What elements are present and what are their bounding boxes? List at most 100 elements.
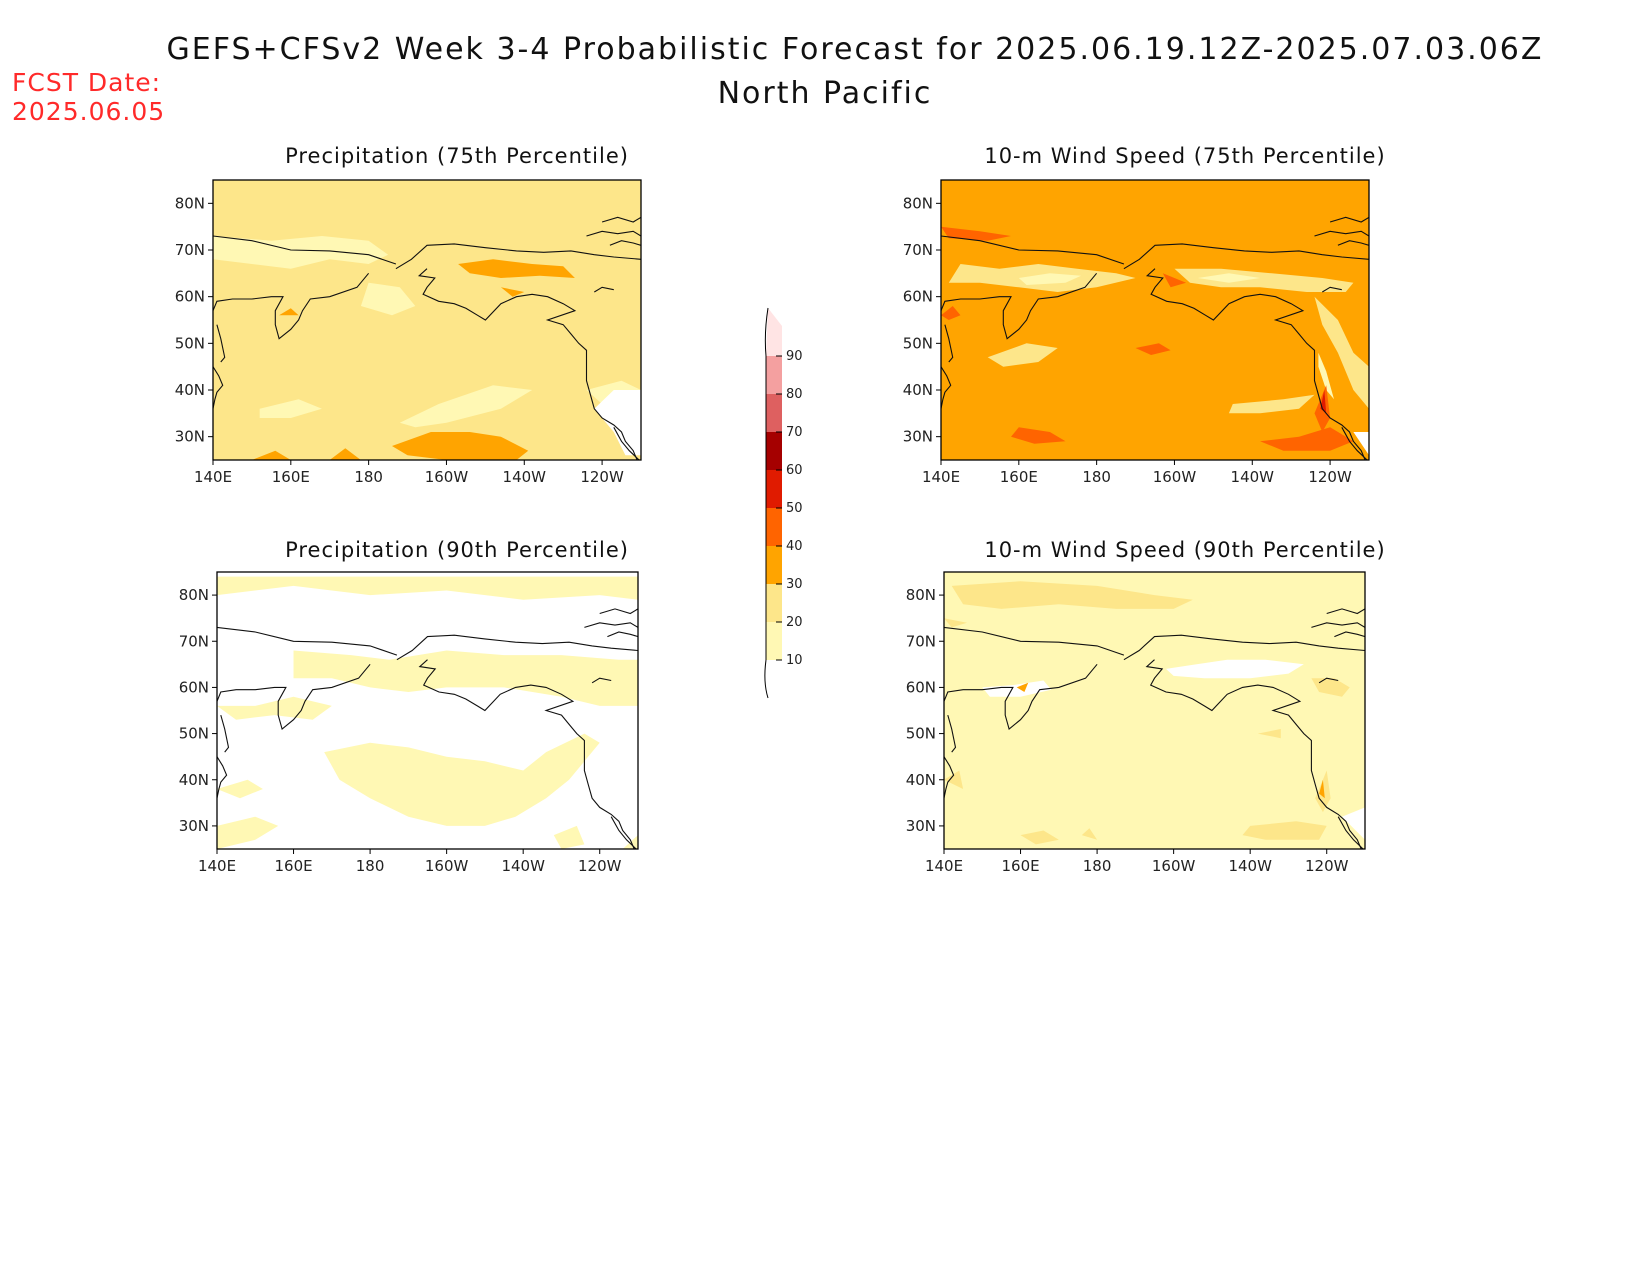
lat-tick-label: 30N — [906, 817, 936, 835]
lat-tick-label: 50N — [175, 334, 205, 352]
coastline — [1326, 608, 1365, 615]
field-shading — [217, 572, 638, 849]
probability-contour — [1197, 273, 1261, 283]
colorbar-label: 40 — [786, 539, 803, 554]
coastline — [418, 659, 635, 849]
coastline — [1314, 230, 1369, 237]
lon-tick-label: 160W — [1153, 468, 1197, 486]
map-frame — [940, 179, 1370, 461]
lon-tick-label: 160E — [1001, 857, 1039, 875]
coastline — [613, 427, 640, 460]
lon-tick-label: 160E — [272, 468, 310, 486]
field-shading — [213, 180, 641, 460]
colorbar-swatch — [766, 394, 782, 432]
probability-contour — [217, 816, 279, 849]
fcst-date-block: FCST Date: 2025.06.05 — [12, 68, 165, 126]
panel-title-precip75: Precipitation (75th Percentile) — [285, 144, 629, 168]
probability-contour — [500, 287, 525, 297]
coastline — [947, 714, 957, 753]
colorbar-swatch — [766, 546, 782, 584]
coastline — [586, 230, 641, 237]
probability-contour — [951, 581, 1193, 609]
probability-contour — [594, 390, 641, 456]
probability-contour — [217, 779, 263, 799]
lat-tick-label: 40N — [179, 771, 209, 789]
coastline — [1123, 243, 1369, 270]
coastline — [217, 663, 371, 730]
probability-contour — [324, 733, 600, 826]
panel-title-precip90: Precipitation (90th Percentile) — [285, 538, 629, 562]
coastline — [217, 756, 228, 799]
lat-tick-label: 60N — [903, 288, 933, 306]
lon-tick-label: 160W — [425, 857, 469, 875]
lat-tick-label: 40N — [906, 771, 936, 789]
probability-contour — [1018, 273, 1082, 285]
probability-contour — [553, 825, 585, 849]
coastline — [1329, 216, 1369, 223]
lon-tick-label: 120W — [1308, 468, 1352, 486]
lon-tick-label: 140W — [501, 857, 545, 875]
coastline — [396, 634, 638, 661]
probability-contour — [944, 618, 967, 628]
probability-contour — [329, 448, 361, 460]
lon-tick-label: 140W — [1231, 468, 1275, 486]
lon-tick-label: 140E — [925, 857, 963, 875]
region-subtitle: North Pacific — [717, 76, 933, 111]
probability-contour — [1020, 830, 1059, 845]
field-background — [941, 180, 1369, 460]
lon-tick-label: 140E — [194, 468, 232, 486]
probability-contour — [259, 399, 322, 418]
colorbar-label: 20 — [786, 615, 803, 630]
probability-contour — [279, 308, 299, 316]
panel-title-wind75: 10-m Wind Speed (75th Percentile) — [984, 144, 1386, 168]
map-wind-90th: 140E 160E 180 160W 140W 120W 80N 70N 60N 50N 40N 30… — [906, 571, 1366, 875]
lat-tick-label: 50N — [903, 334, 933, 352]
probability-contour — [1174, 268, 1354, 292]
coastlines — [941, 216, 1369, 460]
field-shading — [944, 572, 1365, 849]
probability-contour — [622, 835, 638, 849]
probability-contour — [1135, 343, 1171, 355]
lat-tick-label: 70N — [175, 241, 205, 259]
probability-contour — [1257, 729, 1281, 739]
lon-tick-label: 160E — [1000, 468, 1038, 486]
lat-tick-label: 50N — [179, 725, 209, 743]
lat-tick-label: 80N — [906, 586, 936, 604]
colorbar-low-arrow — [766, 660, 782, 698]
probability-contour — [982, 680, 1052, 697]
coastlines — [217, 608, 638, 849]
probability-contour — [941, 306, 961, 320]
coastlines — [213, 216, 641, 460]
lat-tick-label: 80N — [903, 194, 933, 212]
lat-tick-label: 30N — [179, 817, 209, 835]
probability-contour — [251, 450, 291, 460]
lon-tick-label: 140W — [1228, 857, 1272, 875]
map-frame — [212, 179, 642, 461]
coastline — [217, 626, 398, 656]
field-background — [944, 572, 1365, 849]
coastline — [591, 677, 612, 684]
colorbar-label: 60 — [786, 463, 803, 478]
coastlines — [944, 608, 1365, 849]
coastline — [599, 608, 638, 615]
coastline — [213, 366, 224, 409]
main-title: GEFS+CFSv2 Week 3-4 Probabilistic Foreca… — [166, 32, 1544, 67]
coastline — [607, 631, 638, 638]
lon-tick-label: 160E — [274, 857, 312, 875]
coastline — [609, 240, 641, 246]
lat-tick-label: 60N — [906, 678, 936, 696]
colorbar-label: 50 — [786, 501, 803, 516]
probability-contour — [1011, 427, 1066, 444]
colorbar-label: 90 — [786, 349, 803, 364]
lat-tick-label: 50N — [906, 725, 936, 743]
lon-tick-label: 180 — [354, 468, 383, 486]
probability-contour — [944, 770, 964, 789]
map-precip-75th: 140E 160E 180 160W 140W 120W 80N 70N 60N 50N 40N 30… — [175, 179, 642, 486]
lat-tick-label: 70N — [903, 241, 933, 259]
lat-tick-label: 70N — [906, 632, 936, 650]
colorbar-label: 80 — [786, 387, 803, 402]
coastline — [1145, 268, 1366, 460]
panel-title-wind90: 10-m Wind Speed (90th Percentile) — [984, 538, 1386, 562]
coastline — [944, 663, 1098, 730]
probability-contour — [1318, 352, 1334, 400]
